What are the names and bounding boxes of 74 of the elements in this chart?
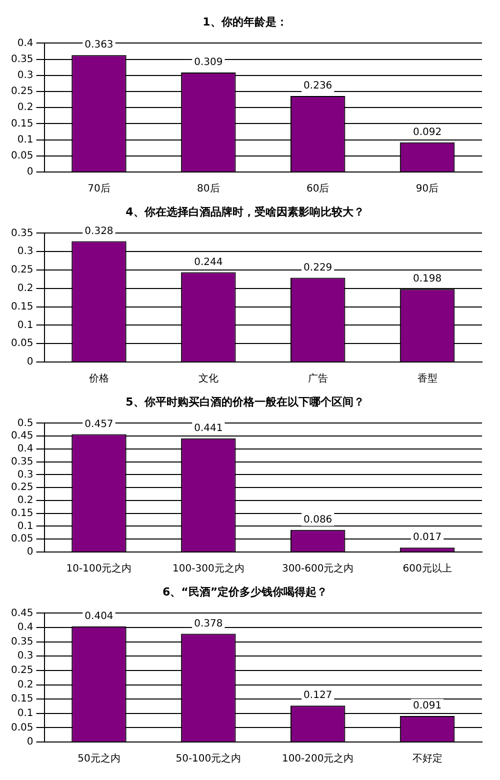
y-tick-label: 0.5 — [17, 418, 34, 429]
x-tick-label: 文化 — [198, 372, 218, 385]
x-tick-label: 100-300元之内 — [172, 562, 244, 575]
x-tick-label: 60后 — [306, 182, 330, 195]
x-tick-label: 广告 — [308, 372, 328, 385]
y-tick-label: 0.15 — [11, 508, 34, 519]
x-tick-label: 80后 — [197, 182, 220, 195]
y-tick-label: 0.2 — [17, 102, 34, 114]
y-tick-label: 0.35 — [11, 54, 34, 65]
chart-title: 5、你平时购买白酒的价格一般在以下哪个区间？ — [126, 395, 364, 408]
data-label: 0.404 — [84, 610, 114, 622]
chart-title: 4、你在选择白酒品牌时，受啥因素影响比较大？ — [126, 205, 364, 218]
y-tick-label: 0 — [26, 546, 34, 558]
y-tick-label: 0.15 — [11, 118, 34, 130]
chart-title: 1、你的年龄是： — [202, 15, 288, 28]
data-label: 0.198 — [412, 274, 442, 285]
y-tick-label: 0.15 — [11, 694, 34, 705]
y-tick-label: 0.1 — [17, 134, 34, 146]
y-tick-label: 0.05 — [11, 534, 34, 545]
x-tick-label: 50元之内 — [78, 752, 120, 765]
data-label: 0.091 — [412, 700, 442, 712]
data-label: 0.086 — [304, 514, 332, 526]
y-tick-label: 0.15 — [11, 301, 34, 312]
data-label: 0.092 — [412, 126, 442, 138]
y-tick-label: 0.2 — [17, 679, 34, 690]
y-tick-label: 0.3 — [17, 246, 34, 258]
data-label: 0.328 — [84, 226, 114, 237]
y-tick-label: 0 — [26, 736, 34, 748]
y-tick-label: 0.35 — [11, 636, 34, 648]
y-tick-label: 0.25 — [11, 264, 34, 276]
y-tick-label: 0.4 — [17, 444, 34, 455]
y-tick-label: 0 — [26, 356, 34, 368]
y-tick-label: 0.1 — [17, 320, 34, 331]
y-tick-label: 0.1 — [17, 708, 34, 719]
y-tick-label: 0.4 — [17, 622, 34, 634]
y-tick-label: 0 — [26, 166, 34, 178]
data-label: 0.441 — [194, 422, 223, 434]
data-label: 0.363 — [84, 40, 114, 51]
y-tick-label: 0.05 — [11, 150, 34, 162]
data-label: 0.309 — [194, 57, 223, 68]
data-label: 0.229 — [304, 262, 332, 274]
data-label: 0.236 — [304, 80, 332, 92]
y-tick-label: 0.25 — [11, 86, 34, 98]
y-tick-label: 0.25 — [11, 482, 34, 494]
x-tick-label: 不好定 — [412, 752, 442, 765]
y-tick-label: 0.3 — [17, 650, 34, 662]
y-tick-label: 0.3 — [17, 469, 34, 480]
x-tick-label: 600元以上 — [402, 562, 452, 575]
data-label: 0.244 — [194, 256, 223, 268]
data-label: 0.378 — [194, 618, 223, 630]
data-label: 0.017 — [412, 532, 442, 544]
data-label: 0.127 — [304, 690, 332, 702]
x-tick-label: 300-600元之内 — [282, 562, 354, 575]
y-tick-label: 0.05 — [11, 338, 34, 350]
y-tick-label: 0.35 — [11, 228, 34, 239]
y-tick-label: 0.25 — [11, 665, 34, 676]
y-tick-label: 0.45 — [11, 430, 34, 442]
y-tick-label: 0.3 — [17, 70, 34, 81]
x-tick-label: 70后 — [88, 182, 110, 195]
y-tick-label: 0.05 — [11, 722, 34, 734]
x-tick-label: 90后 — [416, 182, 439, 195]
y-tick-label: 0.2 — [17, 495, 34, 506]
y-tick-label: 0.45 — [11, 608, 34, 619]
data-label: 0.457 — [84, 418, 114, 430]
x-tick-label: 50-100元之内 — [176, 752, 242, 765]
x-tick-label: 香型 — [417, 372, 438, 385]
chart-title: 6、“民酒”定价多少钱你喝得起？ — [162, 585, 328, 598]
y-tick-label: 0.35 — [11, 456, 34, 468]
y-tick-label: 0.1 — [17, 520, 34, 532]
y-tick-label: 0.4 — [17, 38, 34, 49]
x-tick-label: 10-100元之内 — [66, 562, 132, 575]
y-tick-label: 0.2 — [17, 282, 34, 294]
x-tick-label: 100-200元之内 — [282, 752, 354, 765]
x-tick-label: 价格 — [88, 372, 109, 385]
